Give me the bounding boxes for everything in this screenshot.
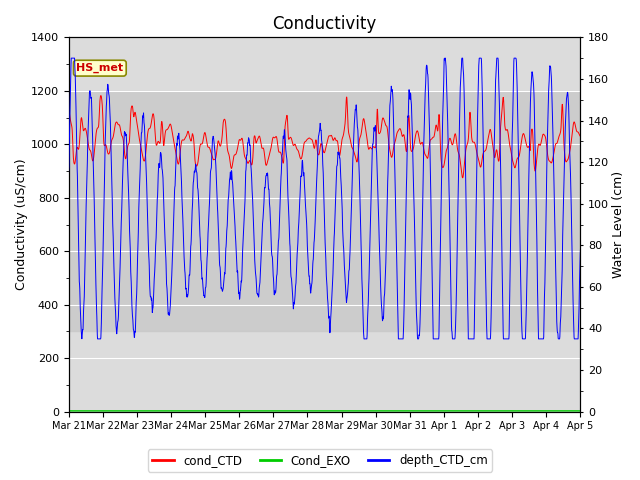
Bar xyxy=(68,91,580,332)
Legend: cond_CTD, Cond_EXO, depth_CTD_cm: cond_CTD, Cond_EXO, depth_CTD_cm xyxy=(148,449,492,472)
Text: HS_met: HS_met xyxy=(76,63,124,73)
Y-axis label: Water Level (cm): Water Level (cm) xyxy=(612,171,625,278)
Title: Conductivity: Conductivity xyxy=(273,15,377,33)
Y-axis label: Conductivity (uS/cm): Conductivity (uS/cm) xyxy=(15,159,28,290)
